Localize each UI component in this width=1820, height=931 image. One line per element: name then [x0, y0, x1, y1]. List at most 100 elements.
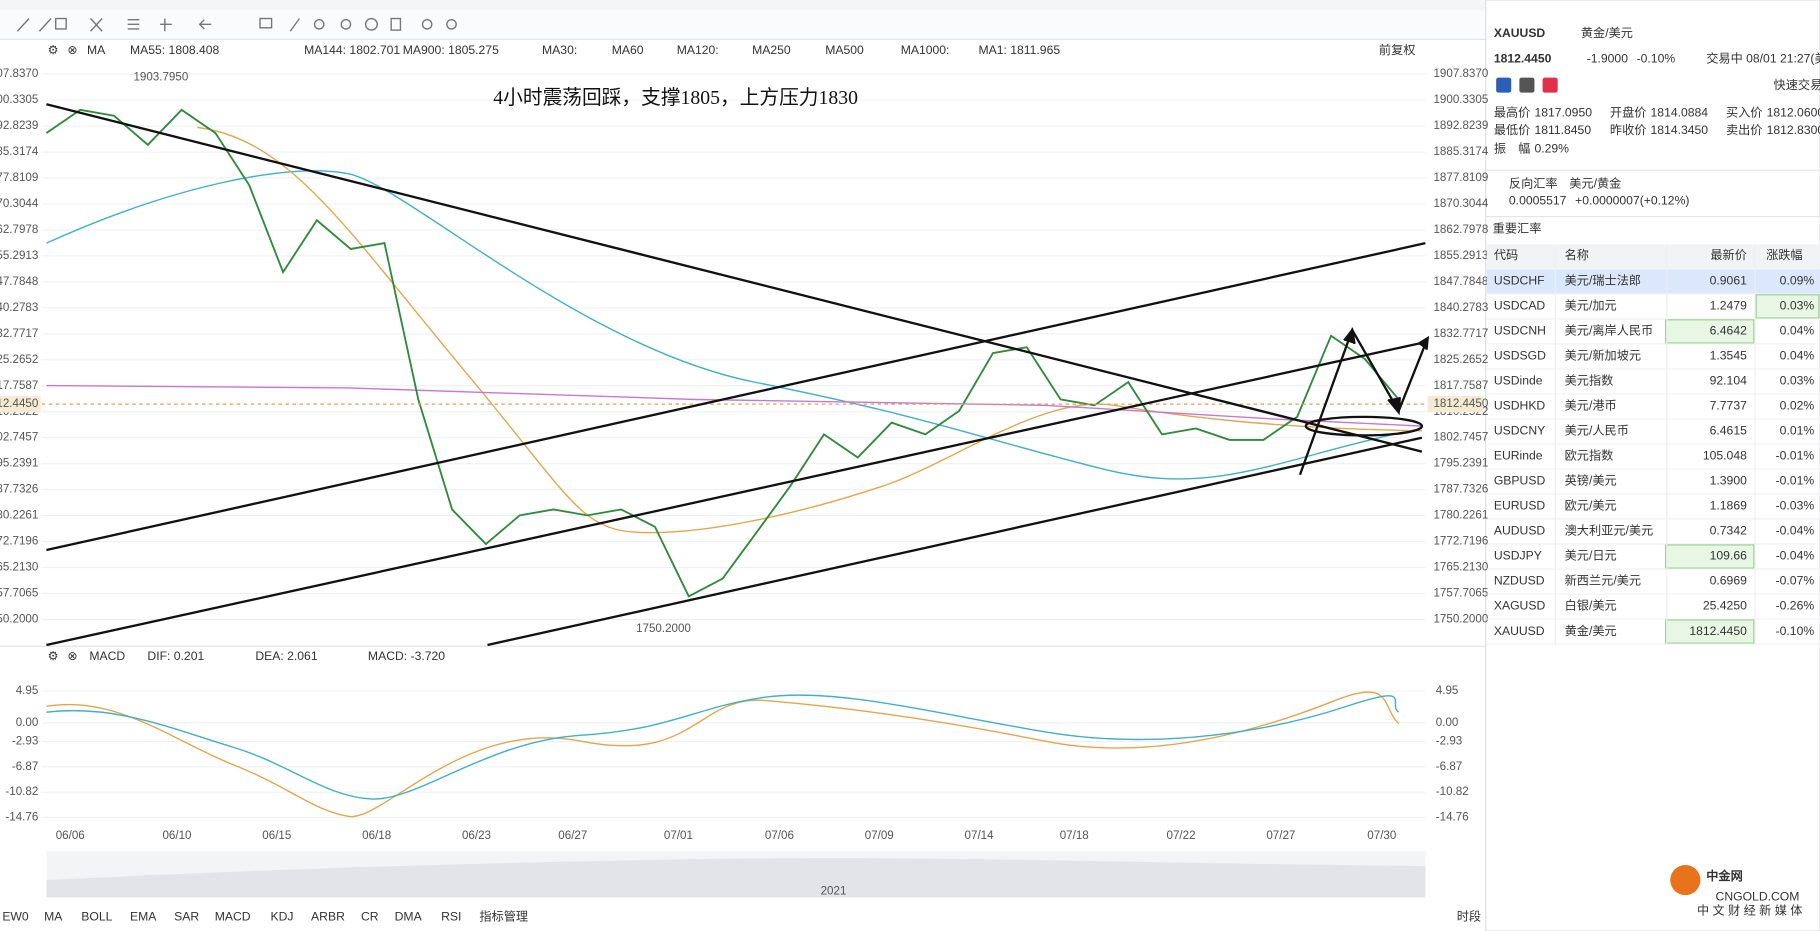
- toolbar-icons[interactable]: [16, 17, 457, 32]
- rate-change: -0.04%: [1776, 549, 1815, 563]
- high-label: 1903.7950: [133, 72, 188, 84]
- flash-cell: [1755, 294, 1820, 319]
- rate-change: -0.26%: [1776, 599, 1815, 613]
- settings-icon[interactable]: ⚙: [48, 649, 59, 663]
- indicator-tab[interactable]: MACD: [215, 909, 251, 923]
- rate-name: 美元/加元: [1565, 299, 1617, 313]
- rate-price: 25.4250: [1703, 599, 1747, 613]
- quote-icon[interactable]: [1496, 77, 1512, 93]
- rate-code[interactable]: XAGUSD: [1494, 599, 1546, 613]
- indicator-tab[interactable]: SAR: [174, 909, 199, 923]
- y-tick-label: 1892.8239: [1433, 120, 1488, 132]
- reverse-change: +0.0000007(+0.12%): [1575, 194, 1689, 208]
- indicator-tab[interactable]: KDJ: [270, 909, 293, 923]
- x-tick-label: 06/15: [262, 830, 291, 842]
- rate-code[interactable]: USDinde: [1494, 374, 1543, 388]
- y-tick-label: 1900.3305: [1433, 94, 1488, 106]
- y-tick-label: 1862.7978: [1433, 224, 1488, 236]
- drawing-toolbar[interactable]: [0, 10, 1486, 40]
- rate-code[interactable]: NZDUSD: [1494, 574, 1545, 588]
- stat-label: 最高价: [1494, 105, 1531, 120]
- rate-code[interactable]: AUDUSD: [1494, 524, 1546, 538]
- rate-change: 0.02%: [1780, 399, 1815, 413]
- indicator-tab[interactable]: EW0: [2, 909, 29, 923]
- y-tick-label: 1877.8109: [1433, 172, 1488, 184]
- indicator-name: MA: [87, 43, 106, 57]
- rate-name: 英镑/美元: [1565, 473, 1617, 488]
- x-tick-label: 06/18: [362, 830, 391, 842]
- rate-code[interactable]: USDJPY: [1494, 549, 1542, 563]
- indicator-tab[interactable]: BOLL: [81, 909, 112, 923]
- current-price-label-left: 1812.4450: [0, 398, 38, 410]
- y-tick-label-left: 1862.7978: [0, 224, 38, 236]
- stat-value: 1814.3450: [1651, 123, 1709, 137]
- rate-code[interactable]: USDCHF: [1494, 274, 1545, 288]
- y-tick-label: 1847.7848: [1433, 276, 1488, 288]
- dif-legend: DIF: 0.201: [147, 649, 204, 663]
- rate-price: 1.3545: [1710, 349, 1747, 363]
- dif-line: [46, 691, 1400, 818]
- rates-title: 重要汇率: [1493, 221, 1542, 236]
- rate-name: 欧元指数: [1565, 448, 1614, 463]
- indicator-tab[interactable]: 指标管理: [479, 908, 528, 923]
- y-tick-label-left: 1832.7717: [0, 328, 38, 340]
- close-icon[interactable]: ⊗: [67, 649, 77, 663]
- reverse-label: 反向汇率: [1509, 175, 1558, 190]
- watermark-url: CNGOLD.COM: [1716, 890, 1800, 904]
- y-tick-label: -6.87: [1436, 761, 1462, 773]
- rate-code[interactable]: XAUUSD: [1494, 624, 1545, 638]
- flash-cell: [1665, 319, 1755, 344]
- x-tick-label: 07/27: [1266, 830, 1295, 842]
- y-tick-label-left: 1780.2261: [0, 510, 38, 522]
- indicator-tab[interactable]: ARBR: [311, 909, 345, 923]
- x-tick-label: 07/14: [965, 830, 995, 842]
- y-tick-label-left: 1802.7457: [0, 432, 38, 444]
- rate-price: 109.66: [1710, 549, 1747, 563]
- table-header-cell: 代码: [1494, 248, 1518, 262]
- indicator-tab[interactable]: MA: [44, 909, 63, 923]
- y-tick-label-left: 1825.2652: [0, 354, 38, 366]
- adjust-label[interactable]: 前复权: [1379, 42, 1416, 57]
- rate-code[interactable]: USDSGD: [1494, 349, 1546, 363]
- rate-price: 6.4642: [1710, 324, 1747, 338]
- rate-code[interactable]: USDCAD: [1494, 299, 1546, 313]
- indicator-tab[interactable]: EMA: [130, 909, 157, 923]
- indicator-tab[interactable]: RSI: [441, 909, 461, 923]
- rate-change: 0.01%: [1780, 424, 1815, 438]
- rate-price: 6.4615: [1710, 424, 1747, 438]
- rate-name: 美元/日元: [1565, 549, 1617, 563]
- y-tick-label-left: 1870.3044: [0, 198, 39, 210]
- rate-code[interactable]: GBPUSD: [1494, 474, 1546, 488]
- rate-code[interactable]: EURinde: [1494, 449, 1543, 463]
- y-tick-label: -10.82: [1436, 786, 1469, 798]
- reverse-pair[interactable]: 美元/黄金: [1569, 175, 1621, 190]
- period-tab[interactable]: 时段: [1457, 908, 1481, 923]
- dea-legend: DEA: 2.061: [255, 649, 317, 663]
- y-tick-label: 1817.7587: [1433, 380, 1488, 392]
- rate-code[interactable]: USDHKD: [1494, 399, 1546, 413]
- price-line: [45, 108, 1400, 598]
- rate-name: 欧元/美元: [1565, 499, 1617, 513]
- rate-code[interactable]: USDCNY: [1494, 424, 1545, 438]
- ma-legend: MA60: [612, 43, 644, 57]
- y-tick-label: 1907.8370: [1433, 68, 1488, 80]
- settings-icon[interactable]: ⚙: [48, 43, 59, 57]
- rate-name: 澳大利亚元/美元: [1565, 524, 1654, 538]
- rate-code[interactable]: USDCNH: [1494, 324, 1546, 338]
- indicator-tab[interactable]: CR: [361, 909, 379, 923]
- rate-price: 0.7342: [1710, 524, 1747, 538]
- quote-icon[interactable]: [1519, 77, 1535, 93]
- rate-code[interactable]: EURUSD: [1494, 499, 1546, 513]
- y-tick-label: 1780.2261: [1433, 510, 1488, 522]
- quick-trade[interactable]: 快速交易: [1774, 77, 1820, 92]
- flash-cell: [1665, 619, 1755, 644]
- close-icon[interactable]: ⊗: [67, 43, 77, 57]
- quote-icon[interactable]: [1542, 77, 1558, 93]
- rate-change: 0.04%: [1780, 349, 1815, 363]
- symbol: XAUUSD: [1494, 26, 1546, 40]
- indicator-tab[interactable]: DMA: [395, 909, 423, 923]
- rate-name: 美元/新加坡元: [1565, 348, 1641, 363]
- x-tick-label: 07/09: [865, 830, 894, 842]
- rate-price: 1.1869: [1710, 499, 1747, 513]
